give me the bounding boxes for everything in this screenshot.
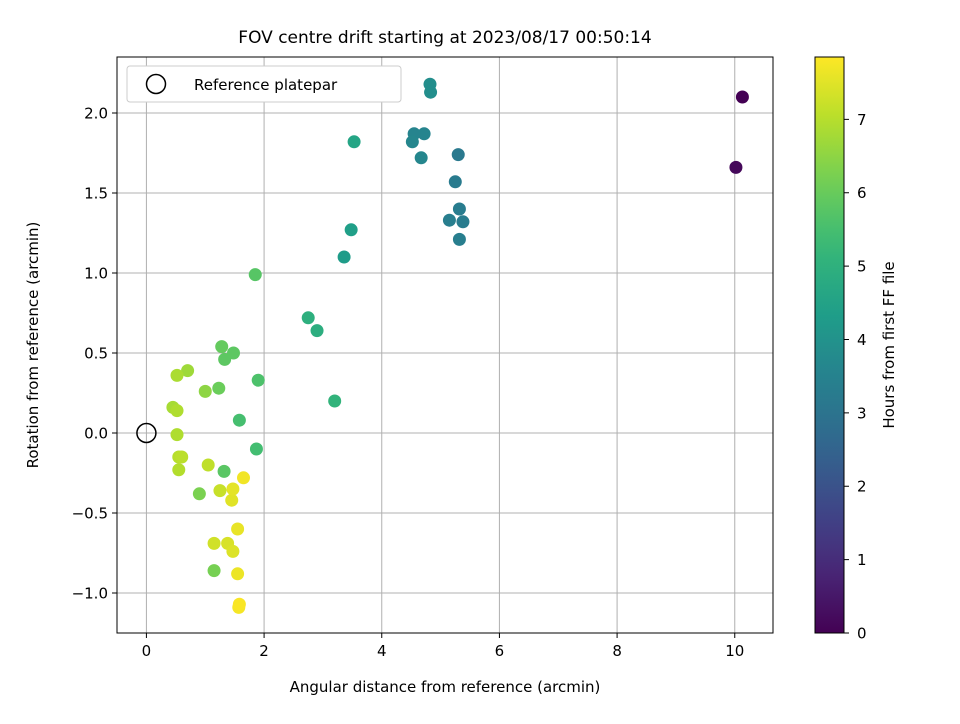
- data-point: [226, 544, 240, 558]
- data-point: [249, 442, 263, 456]
- x-tick-label: 2: [259, 642, 269, 660]
- data-point: [414, 151, 428, 165]
- data-point: [175, 450, 189, 464]
- data-point: [170, 404, 184, 418]
- x-tick-label: 6: [495, 642, 505, 660]
- data-point: [198, 384, 212, 398]
- colorbar-tick-label: 2: [857, 478, 867, 496]
- data-point: [232, 413, 246, 427]
- data-point: [213, 484, 227, 498]
- data-points: [166, 77, 749, 614]
- data-point: [226, 482, 240, 496]
- reference-marker: [136, 422, 157, 444]
- data-point: [236, 471, 250, 485]
- y-tick-label: −1.0: [72, 585, 108, 603]
- x-tick-label: 4: [377, 642, 387, 660]
- data-point: [251, 373, 265, 387]
- legend-entry-reference: Reference platepar: [194, 76, 338, 94]
- data-point: [735, 90, 749, 104]
- data-point: [328, 394, 342, 408]
- data-point: [170, 428, 184, 442]
- data-point: [232, 597, 246, 611]
- data-point: [201, 458, 215, 472]
- legend-marker-icon: [145, 73, 167, 95]
- data-point: [172, 463, 186, 477]
- data-point: [337, 250, 351, 264]
- data-point: [215, 340, 229, 354]
- data-point: [405, 135, 419, 149]
- data-point: [225, 493, 239, 507]
- colorbar: 0 1 2 3 4 5 6 7 Hours from first FF file: [814, 56, 898, 643]
- reference-platepar-marker: [136, 422, 157, 444]
- data-point: [448, 175, 462, 189]
- data-point: [301, 311, 315, 325]
- colorbar-tick-label: 7: [857, 111, 867, 129]
- y-tick-label: −0.5: [72, 505, 108, 523]
- data-point: [451, 148, 465, 162]
- colorbar-tick-label: 0: [857, 625, 867, 643]
- colorbar-tick-label: 4: [857, 331, 867, 349]
- colorbar-gradient: [814, 56, 845, 634]
- data-point: [452, 202, 466, 216]
- data-point: [207, 564, 221, 578]
- data-point: [231, 567, 245, 581]
- data-point: [456, 215, 470, 229]
- data-point: [729, 160, 743, 174]
- y-axis-ticks: −1.0 −0.5 0.0 0.5 1.0 1.5 2.0: [72, 105, 117, 603]
- y-tick-label: 1.0: [84, 265, 108, 283]
- x-tick-label: 10: [725, 642, 744, 660]
- colorbar-ticks: 0 1 2 3 4 5 6 7: [844, 111, 867, 643]
- data-point: [452, 232, 466, 246]
- colorbar-label: Hours from first FF file: [880, 261, 898, 428]
- data-point: [442, 213, 456, 227]
- data-point: [212, 381, 226, 395]
- x-tick-label: 8: [612, 642, 622, 660]
- data-point: [417, 127, 431, 141]
- y-tick-label: 0.0: [84, 425, 108, 443]
- data-point: [231, 522, 245, 536]
- colorbar-tick-label: 1: [857, 551, 867, 569]
- data-point: [347, 135, 361, 149]
- x-axis-ticks: 0 2 4 6 8 10: [142, 633, 744, 660]
- x-axis-label: Angular distance from reference (arcmin): [290, 678, 601, 696]
- data-point: [310, 324, 324, 338]
- plot-grid: [117, 57, 773, 633]
- colorbar-tick-label: 3: [857, 404, 867, 422]
- y-tick-label: 1.5: [84, 185, 108, 203]
- data-point: [192, 487, 206, 501]
- data-point: [248, 268, 262, 282]
- y-tick-label: 0.5: [84, 345, 108, 363]
- legend-box: [126, 65, 402, 103]
- data-point: [344, 223, 358, 237]
- colorbar-tick-label: 5: [857, 258, 867, 276]
- colorbar-tick-label: 6: [857, 184, 867, 202]
- y-axis-label: Rotation from reference (arcmin): [24, 222, 42, 469]
- legend: Reference platepar: [126, 65, 402, 103]
- y-tick-label: 2.0: [84, 105, 108, 123]
- data-point: [170, 368, 184, 382]
- data-point: [217, 464, 231, 478]
- data-point: [424, 85, 438, 99]
- chart-title: FOV centre drift starting at 2023/08/17 …: [238, 28, 651, 48]
- data-point: [181, 364, 195, 378]
- x-tick-label: 0: [142, 642, 152, 660]
- data-point: [226, 346, 240, 360]
- data-point: [207, 536, 221, 550]
- plot-frame: [116, 56, 774, 634]
